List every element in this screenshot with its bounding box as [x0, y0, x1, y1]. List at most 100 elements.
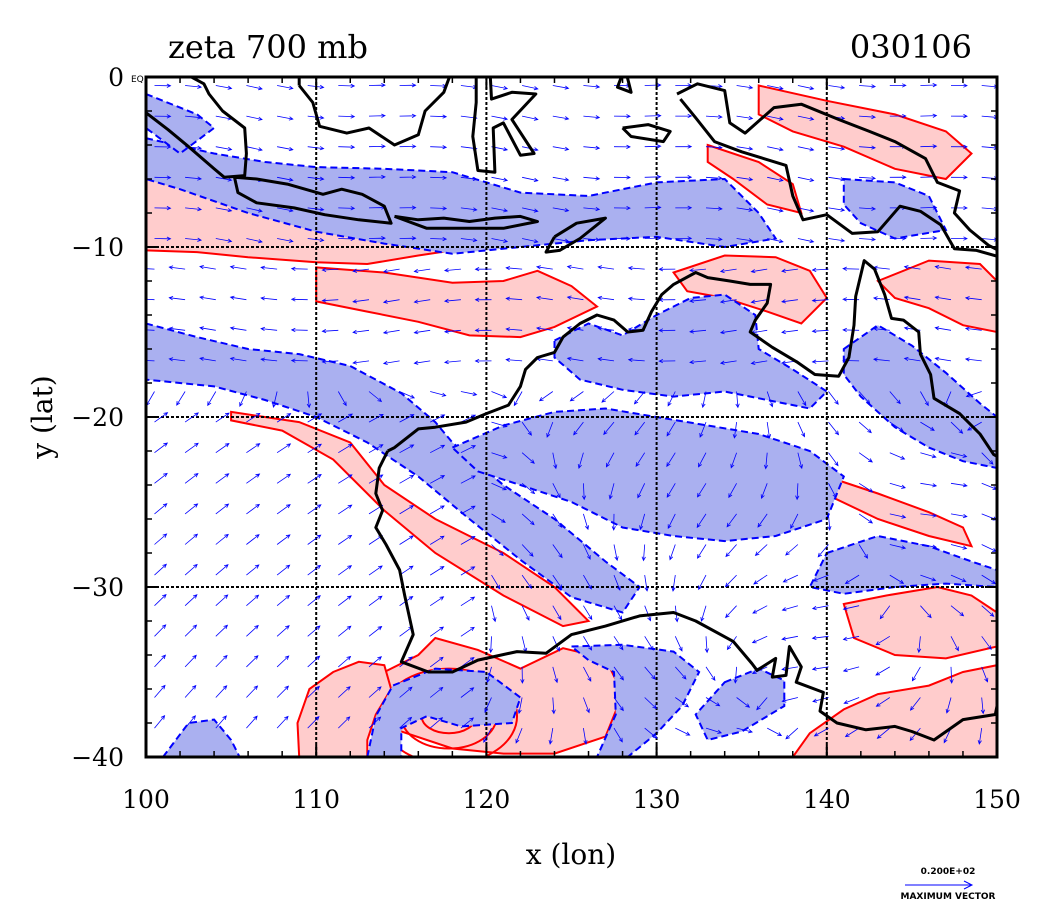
wind-vector-11 — [491, 85, 509, 90]
coastline-borneo — [298, 77, 452, 147]
wind-vector-12 — [522, 85, 539, 91]
wind-vector-463 — [613, 574, 621, 591]
wind-vector-103 — [736, 176, 754, 182]
wind-vector-341 — [307, 443, 322, 454]
wind-vector-225 — [168, 326, 186, 331]
wind-vector-189 — [781, 268, 798, 273]
wind-vector-316 — [399, 414, 415, 423]
wind-vector-77 — [797, 146, 815, 152]
coastline-nusa — [393, 214, 539, 230]
wind-vector-45 — [675, 113, 693, 119]
x-tick-label-120: 120 — [463, 785, 511, 814]
wind-vector-72 — [644, 144, 662, 149]
wind-vector-578 — [705, 697, 721, 707]
plot-area — [146, 77, 997, 757]
wind-vector-435 — [613, 544, 619, 562]
wind-vector-250 — [934, 326, 952, 331]
wind-vector-129 — [675, 205, 693, 210]
y-tick-label-0: 0 — [108, 63, 124, 92]
wind-vector-518 — [583, 636, 593, 651]
wind-vector-301 — [797, 391, 807, 407]
wind-vector-89 — [307, 176, 325, 181]
wind-vector-535 — [246, 655, 259, 668]
wind-vector-454 — [338, 565, 353, 576]
wind-vector-268 — [627, 357, 645, 363]
wind-vector-85 — [185, 176, 203, 181]
wind-vector-394 — [215, 503, 230, 515]
wind-vector-13 — [552, 85, 570, 90]
wind-vector-297 — [667, 391, 676, 407]
positive-region-gulf — [671, 254, 829, 325]
wind-vector-266 — [566, 356, 584, 362]
wind-vector-348 — [521, 452, 535, 464]
wind-vector-511 — [368, 625, 383, 637]
wind-vector-513 — [429, 626, 445, 637]
wind-vector-372 — [399, 474, 415, 484]
wind-vector-400 — [399, 505, 415, 515]
wind-vector-24 — [889, 83, 907, 88]
wind-vector-302 — [828, 391, 839, 405]
positive-region-cyclone — [296, 660, 393, 757]
wind-vector-503 — [981, 605, 995, 617]
map-title: zeta 700 mb — [168, 28, 368, 66]
wind-vector-274 — [811, 359, 829, 364]
positive-region-south-east-2 — [842, 585, 997, 660]
wind-vector-415 — [858, 513, 874, 524]
wind-vector-441 — [785, 544, 799, 556]
wind-vector-186 — [689, 268, 707, 273]
wind-vector-315 — [368, 413, 384, 423]
wind-vector-339 — [246, 443, 261, 454]
wind-vector-527 — [842, 635, 860, 641]
wind-vector-467 — [724, 574, 737, 588]
wind-vector-408 — [639, 513, 646, 531]
wind-vector-414 — [827, 513, 832, 531]
wind-vector-19 — [736, 85, 754, 90]
wind-vector-594 — [338, 716, 351, 729]
wind-vector-58 — [215, 146, 233, 151]
wind-vector-585 — [909, 697, 921, 711]
wind-vector-353 — [666, 452, 676, 468]
wind-vector-443 — [858, 544, 868, 559]
wind-vector-124 — [522, 207, 539, 213]
wind-vector-517 — [552, 636, 560, 652]
wind-vector-522 — [704, 636, 709, 654]
wind-vector-181 — [535, 265, 553, 270]
wind-vector-504 — [154, 624, 167, 637]
wind-vector-133 — [797, 207, 815, 213]
wind-vector-286 — [337, 391, 347, 407]
wind-vector-222 — [934, 295, 952, 301]
wind-vector-35 — [368, 113, 386, 118]
wind-vector-258 — [321, 359, 339, 364]
wind-vector-406 — [583, 513, 589, 531]
wind-vector-338 — [215, 442, 230, 454]
wind-vector-344 — [399, 444, 415, 454]
wind-vector-34 — [338, 114, 356, 119]
wind-vector-379 — [608, 483, 615, 500]
wind-vector-271 — [719, 360, 737, 365]
wind-vector-598 — [460, 717, 475, 729]
wind-vector-404 — [521, 513, 535, 526]
wind-vector-20 — [767, 85, 784, 91]
wind-vector-515 — [488, 636, 493, 654]
wind-vector-474 — [950, 574, 967, 582]
wind-vector-226 — [199, 326, 216, 331]
wind-vector-128 — [644, 205, 662, 210]
wind-vector-95 — [491, 176, 509, 182]
wind-vector-370 — [338, 474, 353, 484]
wind-vector-198 — [199, 295, 216, 301]
wind-vector-321 — [546, 421, 554, 438]
wind-vector-69 — [552, 146, 570, 151]
wind-vector-100 — [644, 174, 662, 180]
wind-vector-262 — [443, 359, 461, 365]
wind-vector-132 — [767, 207, 784, 213]
vector-legend-magnitude: 0.200E+02 — [921, 867, 976, 877]
wind-vector-374 — [460, 475, 476, 484]
wind-vector-500 — [879, 605, 891, 620]
wind-vector-180 — [505, 266, 523, 271]
wind-vector-416 — [889, 513, 907, 519]
wind-vector-565 — [307, 685, 320, 698]
wind-vector-464 — [644, 575, 649, 592]
wind-vector-439 — [725, 544, 737, 558]
wind-vector-381 — [666, 483, 676, 498]
wind-vector-127 — [613, 205, 631, 211]
